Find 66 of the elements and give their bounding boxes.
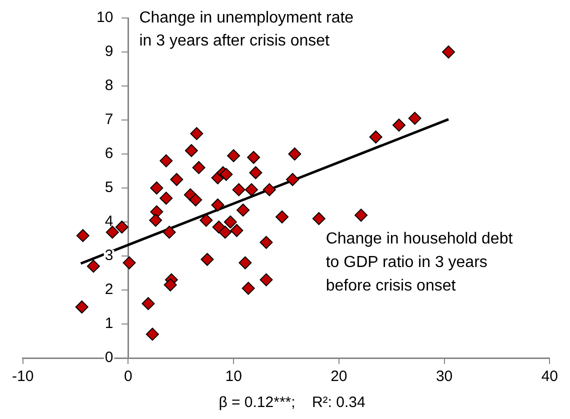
y-tick-label: 4 xyxy=(104,213,114,230)
point xyxy=(164,278,177,292)
point xyxy=(160,192,173,205)
point xyxy=(242,282,255,295)
point xyxy=(286,173,300,186)
point xyxy=(224,216,237,228)
point xyxy=(408,112,422,125)
point xyxy=(76,229,90,242)
point xyxy=(146,328,159,341)
point xyxy=(160,154,173,168)
y-tick-label: 7 xyxy=(104,111,114,128)
y-axis-title: Change in unemployment rate in 3 years after crisis onset xyxy=(139,9,354,50)
point xyxy=(192,161,206,174)
point xyxy=(442,46,456,58)
x-tick-label: 10 xyxy=(225,368,242,386)
point xyxy=(86,260,100,273)
point xyxy=(106,226,119,239)
point xyxy=(354,208,368,222)
y-tick-label: 5 xyxy=(104,179,114,196)
y-tick-label: 6 xyxy=(104,145,114,162)
y-tick-label: 1 xyxy=(104,315,114,332)
point xyxy=(150,182,164,194)
point xyxy=(236,204,250,217)
point xyxy=(392,118,406,132)
point xyxy=(276,210,289,224)
y-tick-label: 3 xyxy=(104,247,114,264)
point xyxy=(230,224,244,237)
point xyxy=(211,198,224,212)
x-tick-label: 30 xyxy=(436,368,453,386)
point xyxy=(218,226,232,239)
text: β = 0.12***; R²: 0.34 xyxy=(218,394,366,412)
point xyxy=(244,183,258,196)
point xyxy=(369,130,382,144)
point xyxy=(75,300,88,314)
y-tick-label: 2 xyxy=(104,281,114,298)
point xyxy=(184,144,198,158)
y-tick-label: 0 xyxy=(104,349,114,366)
point xyxy=(260,236,273,249)
point xyxy=(288,148,302,160)
point xyxy=(312,212,326,226)
x-axis-title: Change in household debt to GDP ratio in 3 years before crisis onset xyxy=(326,230,514,294)
x-tick-label: -10 xyxy=(12,368,34,386)
point xyxy=(249,166,262,180)
point xyxy=(220,168,233,181)
x-tick-label: 0 xyxy=(124,368,132,386)
point xyxy=(238,256,252,270)
point xyxy=(200,252,214,266)
point xyxy=(149,214,162,227)
point xyxy=(162,226,176,239)
point xyxy=(232,183,246,196)
point xyxy=(200,214,213,227)
y-tick-label: 9 xyxy=(104,43,114,60)
point xyxy=(115,220,128,234)
point xyxy=(122,256,136,270)
point xyxy=(260,273,273,286)
y-tick-label: 8 xyxy=(104,77,114,94)
point xyxy=(142,297,155,310)
x-tick-label: 20 xyxy=(330,368,348,386)
y-tick-label: 10 xyxy=(96,9,114,26)
point xyxy=(190,127,204,140)
point xyxy=(247,150,260,164)
point xyxy=(227,149,240,162)
point xyxy=(262,183,276,196)
x-tick-label: 40 xyxy=(541,368,558,386)
point xyxy=(170,173,184,186)
point xyxy=(189,193,202,206)
